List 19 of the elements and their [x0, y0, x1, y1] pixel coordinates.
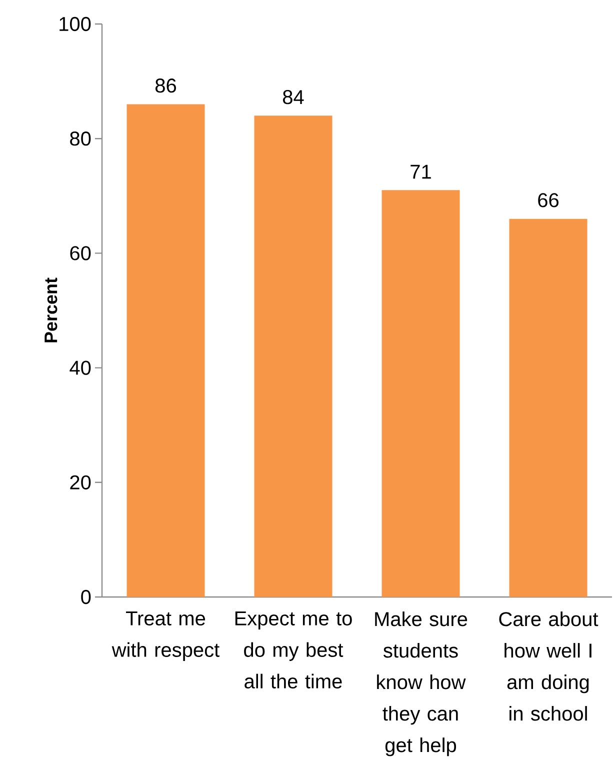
y-tick-label: 20	[70, 475, 91, 490]
y-tick-label: 0	[81, 590, 91, 604]
data-label: 84	[282, 90, 304, 104]
bar	[509, 218, 588, 597]
bar	[126, 104, 205, 597]
data-label: 86	[155, 78, 176, 93]
y-tick-label: 80	[70, 132, 91, 146]
y-tick-label: 40	[70, 360, 91, 375]
y-tick-label: 60	[70, 246, 91, 260]
data-label: 66	[538, 193, 558, 208]
x-tick-label: Expect me to do my best all the time	[235, 612, 352, 688]
bar	[382, 190, 460, 597]
x-tick-label: Make sure students know how they can get help	[375, 612, 468, 756]
y-axis-title: Percent	[44, 278, 58, 342]
x-tick-label: Care about how well I am doing in school	[499, 612, 598, 721]
y-tick-label: 100	[60, 16, 91, 32]
bar	[254, 116, 332, 597]
x-tick-label: Treat me with respect	[112, 612, 220, 661]
data-label: 71	[410, 164, 431, 179]
